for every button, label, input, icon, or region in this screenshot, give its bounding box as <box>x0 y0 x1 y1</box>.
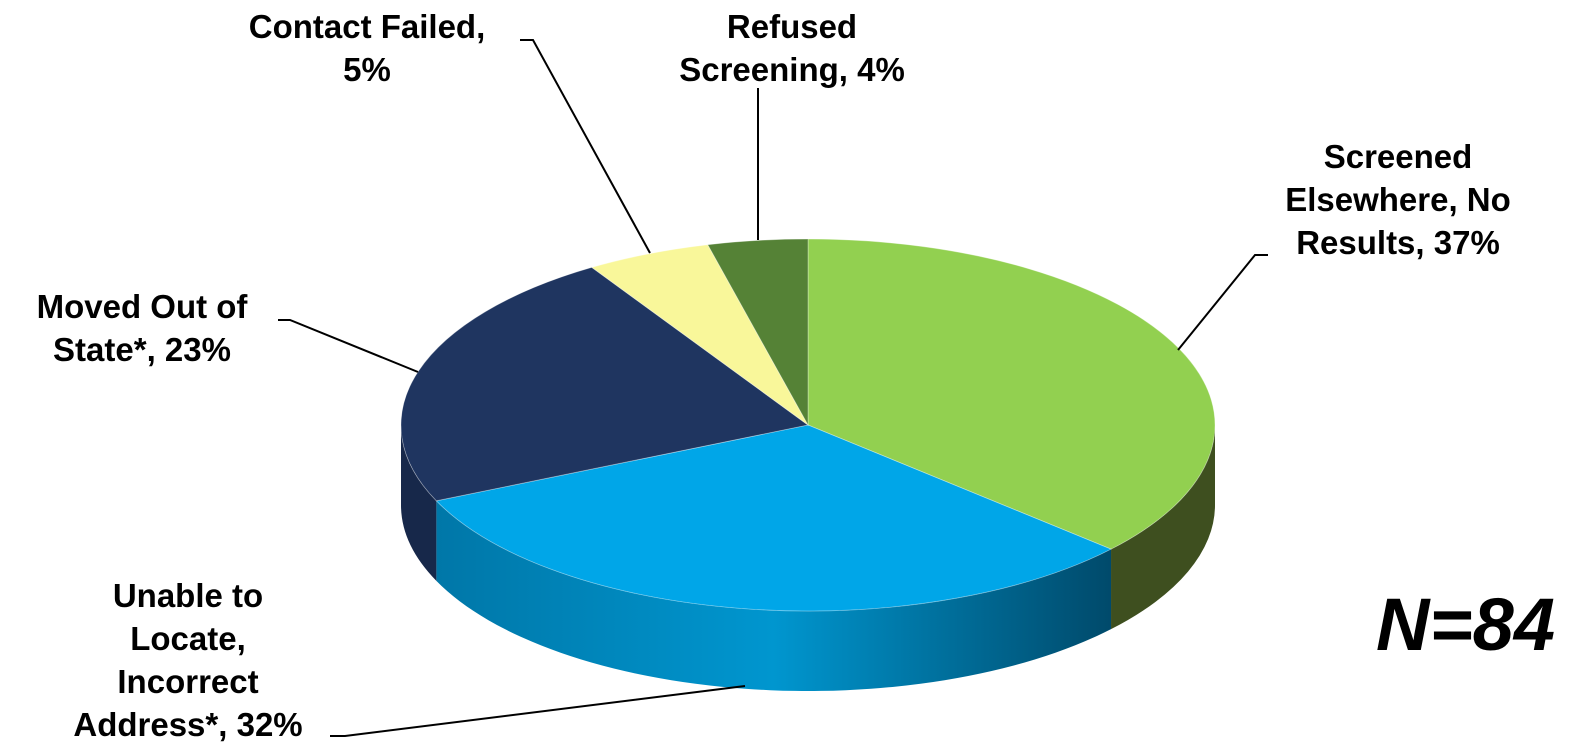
slice-labels: Screened Elsewhere, No Results, 37% Unable … <box>37 8 1511 743</box>
slice-label-line: Elsewhere, No <box>1285 181 1511 218</box>
pie-top-faces <box>400 238 1216 612</box>
slice-label-line: Refused <box>727 8 857 45</box>
pie-slice <box>590 244 809 426</box>
pie-side-slice <box>1111 425 1215 630</box>
leader-lines <box>278 39 1268 737</box>
slice-label-line: Moved Out of <box>37 288 249 325</box>
slice-label-line: Screening, 4% <box>679 51 905 88</box>
leader-line <box>330 685 746 737</box>
slice-label: Unable to Locate, Incorrect Address*, 32% <box>73 577 302 743</box>
slice-label-line: Unable to <box>113 577 263 614</box>
slice-label: Moved Out of State*, 23% <box>37 288 249 368</box>
leader-line <box>278 319 419 373</box>
pie-slice <box>435 424 1112 612</box>
slice-label-line: Contact Failed, <box>249 8 486 45</box>
slice-label: Screened Elsewhere, No Results, 37% <box>1285 138 1511 261</box>
leader-line <box>1177 254 1268 351</box>
slice-label-line: 5% <box>343 51 391 88</box>
slice-label-line: State*, 23% <box>53 331 231 368</box>
slice-label-line: Results, 37% <box>1296 224 1500 261</box>
slice-label-line: Address*, 32% <box>73 706 302 743</box>
slice-label: Refused Screening, 4% <box>679 8 905 88</box>
pie-side-walls <box>401 425 1215 691</box>
pie-slice <box>400 266 809 502</box>
slice-label: Contact Failed, 5% <box>249 8 486 88</box>
pie-side-slice <box>436 500 1112 691</box>
slice-label-line: Locate, <box>130 620 246 657</box>
pie-side-slice <box>401 425 437 581</box>
slice-label-line: Screened <box>1324 138 1473 175</box>
pie-slice <box>707 238 809 427</box>
leader-line <box>520 39 651 254</box>
slice-label-line: Incorrect <box>117 663 258 700</box>
sample-size-annotation: N=84 <box>1376 583 1555 666</box>
